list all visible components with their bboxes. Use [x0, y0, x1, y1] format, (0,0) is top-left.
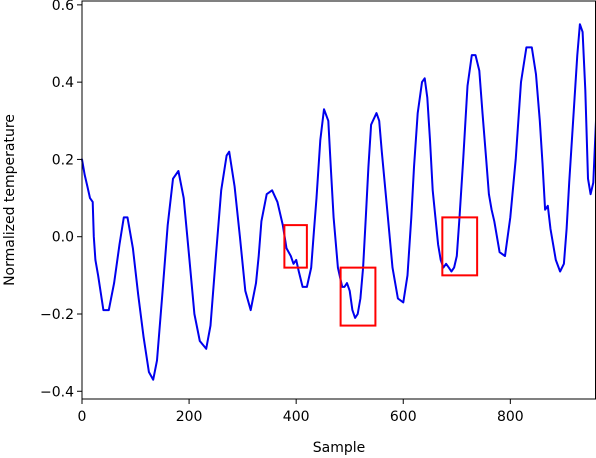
x-axis-label: Sample — [313, 440, 366, 456]
y-tick-label: −0.4 — [40, 384, 74, 400]
y-tick-label: 0.4 — [52, 75, 74, 91]
y-tick-label: 0.2 — [52, 152, 74, 168]
highlight-box-1 — [339, 266, 377, 327]
axes: 0 200 400 600 800 −0.4 −0.2 0.0 0.2 0.4 0.6 — [40, 0, 596, 425]
series-line-0 — [81, 23, 596, 381]
highlight-boxes — [283, 216, 479, 327]
x-tick-label: 400 — [283, 409, 310, 425]
x-tick-label: 0 — [78, 409, 87, 425]
y-tick-label: −0.2 — [40, 307, 74, 323]
x-tick-label: 800 — [497, 409, 524, 425]
plot-area — [81, 23, 596, 381]
y-tick-label: 0.6 — [52, 0, 74, 14]
y-axis-label: Normalized temperature — [2, 114, 18, 286]
x-tick-label: 200 — [176, 409, 203, 425]
highlight-box-0 — [283, 224, 308, 269]
y-tick-label: 0.0 — [52, 230, 74, 246]
x-tick-label: 600 — [390, 409, 417, 425]
highlight-box-2 — [441, 216, 479, 277]
